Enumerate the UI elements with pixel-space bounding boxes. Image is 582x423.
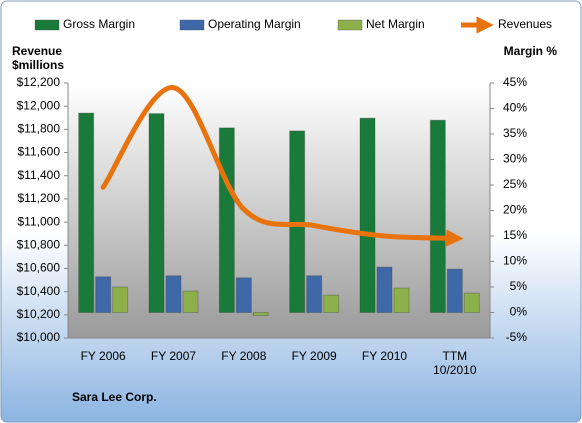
legend-label: Gross Margin [63, 17, 135, 31]
y2-axis-title: Margin % [504, 44, 558, 58]
plot-area [68, 83, 490, 338]
revenue-line [100, 85, 464, 247]
bar [446, 268, 463, 313]
bar [376, 266, 393, 313]
y2-tick-label: 15% [503, 228, 527, 242]
y-tick-label: $10,800 [17, 237, 61, 251]
legend-item: Gross Margin [34, 17, 135, 31]
x-tick-label: FY 2010 [361, 349, 408, 363]
subtitle: Sara Lee Corp. [72, 390, 157, 404]
x-tick-label: FY 2006 [80, 349, 126, 363]
y-tick-label: $11,000 [18, 214, 61, 228]
y2-tick-label: 35% [503, 126, 527, 140]
bar [112, 286, 129, 313]
y2-tick-label: 25% [503, 177, 527, 191]
y-tick-label: $12,000 [17, 98, 61, 112]
bar [148, 113, 165, 313]
legend-label: Net Margin [366, 17, 425, 31]
y-axis-title-line2: $millions [12, 58, 64, 72]
bar [78, 112, 95, 313]
bar [323, 294, 340, 314]
y2-tick-label: 40% [503, 101, 527, 115]
legend-item: Revenues [461, 16, 552, 34]
y2-tick-label: 30% [503, 152, 527, 166]
y-tick-label: $10,600 [17, 261, 61, 275]
bar [429, 119, 446, 314]
y-tick-label: $11,200 [18, 191, 61, 205]
bar [218, 127, 235, 313]
y-tick-label: $11,800 [18, 122, 61, 136]
y-tick-label: $11,600 [18, 145, 61, 159]
bar [306, 275, 323, 313]
y-axis-title-line1: Revenue [12, 44, 62, 58]
bar [463, 292, 480, 313]
legend-swatch [179, 19, 205, 31]
bar [182, 290, 199, 313]
y2-tick-label: 5% [510, 279, 528, 293]
bar [393, 287, 410, 313]
y2-tick-label: -5% [506, 330, 528, 344]
y2-tick-label: 0% [510, 305, 528, 319]
y2-tick-label: 20% [503, 203, 527, 217]
x-tick-label: FY 2008 [221, 349, 267, 363]
legend-swatch [34, 19, 60, 31]
bar [165, 275, 182, 313]
x-tick-label: TTM 10/2010 [433, 349, 477, 377]
bar [95, 276, 112, 313]
legend-label: Operating Margin [208, 17, 301, 31]
legend-swatch [337, 19, 363, 31]
y-tick-label: $12,200 [17, 75, 61, 89]
y-tick-label: $10,000 [17, 330, 61, 344]
y2-tick-label: 10% [503, 254, 527, 268]
bar [252, 312, 269, 317]
bar [359, 117, 376, 313]
bar [289, 130, 306, 313]
legend-label: Revenues [498, 17, 552, 31]
y-tick-label: $10,200 [17, 307, 61, 321]
y-tick-label: $10,400 [17, 284, 61, 298]
bar [235, 277, 252, 314]
legend-item: Net Margin [337, 17, 425, 31]
y2-tick-label: 45% [503, 75, 527, 89]
x-tick-label: FY 2007 [150, 349, 197, 363]
y-tick-label: $11,400 [18, 168, 61, 182]
x-tick-label: FY 2009 [291, 349, 337, 363]
legend-item: Operating Margin [179, 17, 301, 31]
